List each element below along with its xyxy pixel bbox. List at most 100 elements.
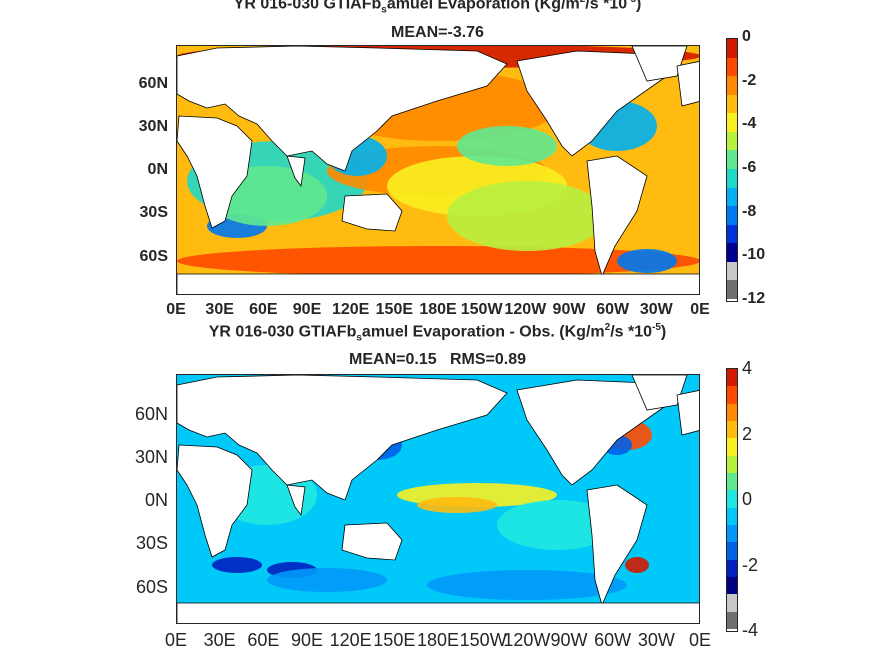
ocean-field-patch <box>267 568 387 592</box>
colorbar-swatch <box>727 611 737 629</box>
land-eurasia <box>177 46 508 172</box>
y-tick-label: 30S <box>135 532 168 553</box>
x-tick-label: 0E <box>164 630 188 650</box>
y-tick-label: 60N <box>134 404 168 424</box>
land-north-america <box>516 379 668 486</box>
ocean-field-patch <box>212 557 262 573</box>
colorbar-tick-label: -2 <box>742 554 759 575</box>
ocean-field-patch <box>177 246 699 276</box>
x-tick-label: 60E <box>249 301 278 318</box>
x-tick-label: 30E <box>203 630 236 650</box>
panel1-title-text-post: /s *10 <box>585 0 628 13</box>
x-tick-label: 90E <box>290 630 324 650</box>
colorbar-tick-label: 0 <box>742 489 753 509</box>
colorbar-swatch <box>727 472 737 491</box>
x-tick-label: 60E <box>247 630 280 650</box>
x-tick-label: 90W <box>550 630 588 650</box>
y-tick-label: 30N <box>138 117 168 135</box>
colorbar-swatch <box>727 524 737 543</box>
x-tick-label: 150W <box>460 301 503 318</box>
x-tick-label: 120E <box>331 301 370 318</box>
colorbar-tick-label: -10 <box>742 246 766 264</box>
x-tick-label: 150E <box>375 301 414 318</box>
colorbar-tick-label: -2 <box>742 71 757 89</box>
panel1-title-text: YR 016-030 GTIAFb <box>233 0 382 13</box>
land-greenland <box>631 375 688 411</box>
colorbar-tick-label: -12 <box>742 290 766 307</box>
panel1-title-end: ) <box>636 0 642 13</box>
land-antarctica <box>177 273 699 294</box>
land-africa <box>177 115 253 229</box>
colorbar-swatch <box>727 150 737 169</box>
colorbar-swatch <box>727 455 737 473</box>
panel1-colorbar <box>726 38 738 302</box>
colorbar-swatch <box>727 542 737 560</box>
colorbar-swatch <box>727 507 737 525</box>
panel2-map <box>176 374 700 624</box>
land-south-america <box>586 484 648 607</box>
land-north-america <box>516 50 668 157</box>
colorbar-tick-label: 4 <box>742 358 753 378</box>
ocean-field-patch <box>457 126 557 166</box>
colorbar-tick-label: -6 <box>742 159 757 176</box>
panel1-stats: MEAN=-3.76 <box>391 24 484 41</box>
panel2-stats: MEAN=0.15 RMS=0.89 <box>349 351 526 368</box>
x-tick-label: 120E <box>329 630 372 650</box>
ocean-field-patch <box>497 500 617 550</box>
colorbar-swatch <box>727 490 737 508</box>
colorbar-swatch <box>727 261 737 281</box>
colorbar-tick-label: -4 <box>742 620 759 640</box>
land-eurasia <box>177 375 508 501</box>
colorbar-swatch <box>727 420 737 439</box>
x-tick-label: 120W <box>503 630 551 650</box>
x-tick-label: 60W <box>596 301 630 318</box>
colorbar-swatch <box>727 39 737 58</box>
x-tick-label: 150W <box>459 630 507 650</box>
colorbar-swatch <box>727 131 737 151</box>
panel2-title-sub: s <box>356 332 362 344</box>
land-australia <box>341 522 403 561</box>
x-tick-label: 0E <box>166 301 186 318</box>
panel2-title-sup: 2 <box>604 322 611 333</box>
y-tick-label: 30S <box>139 203 168 221</box>
panel2-colorbar <box>726 368 738 632</box>
panel1-title-sup2: -5 <box>627 0 636 5</box>
map-svg <box>177 375 699 623</box>
ocean-field-patch <box>417 497 497 513</box>
x-tick-label: 30E <box>205 301 234 318</box>
map-svg <box>177 46 699 294</box>
x-tick-label: 90W <box>552 301 586 318</box>
land-africa <box>177 444 253 558</box>
panel2-title-text: YR 016-030 GTIAFb <box>208 323 357 341</box>
colorbar-tick-label: 0 <box>742 28 751 45</box>
colorbar-swatch <box>727 403 737 421</box>
land-antarctica <box>177 602 699 623</box>
colorbar-swatch <box>727 576 737 595</box>
colorbar-swatch <box>727 243 737 262</box>
panel2-title: YR 016-030 GTIAFbsamuel Evaporation - Ob… <box>0 322 875 344</box>
colorbar-swatch <box>727 206 737 225</box>
y-tick-label: 60S <box>139 247 168 265</box>
ocean-field-patch <box>447 181 607 251</box>
colorbar-swatch <box>727 57 737 77</box>
x-tick-label: 0E <box>690 301 710 318</box>
x-tick-label: 180E <box>419 301 457 318</box>
colorbar-swatch <box>727 280 737 299</box>
ocean-field-patch <box>427 570 627 600</box>
x-tick-label: 30W <box>637 630 675 650</box>
x-tick-label: 90E <box>292 301 322 318</box>
ocean-field-patch <box>617 249 677 273</box>
panel1-title: YR 016-030 GTIAFbsamuel Evaporation (Kg/… <box>0 0 875 16</box>
x-tick-label: 180E <box>416 630 460 650</box>
y-tick-label: 0N <box>147 161 168 179</box>
colorbar-tick-label: 2 <box>742 423 753 444</box>
land-india <box>286 484 306 517</box>
colorbar-swatch <box>727 94 737 114</box>
colorbar-tick-label: -8 <box>742 202 757 220</box>
colorbar-swatch <box>727 187 737 207</box>
y-tick-label: 0N <box>144 490 168 511</box>
panel2-title-text-post: /s *10 <box>610 323 652 341</box>
x-tick-label: 0E <box>688 630 712 650</box>
colorbar-tick-label: -4 <box>742 115 757 133</box>
panel2-title-end: ) <box>660 323 667 341</box>
